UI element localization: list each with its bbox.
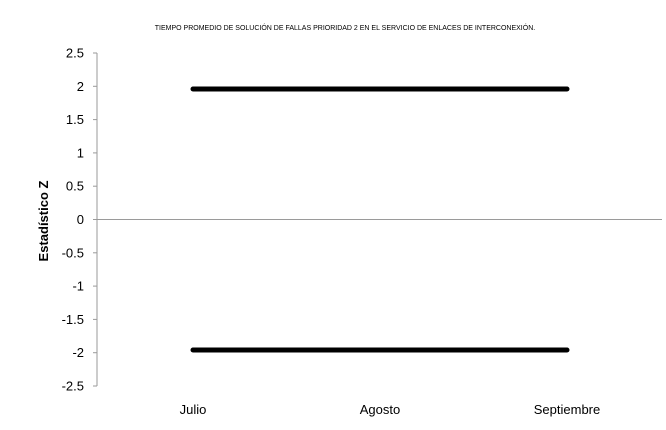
y-tick-label: 1 [77, 145, 84, 160]
y-tick-label: -1 [72, 279, 84, 294]
y-tick-label: 2 [77, 79, 84, 94]
x-tick-label: Julio [180, 402, 207, 417]
y-tick-label: 2.5 [66, 46, 84, 61]
x-axis: Julio Agosto Septiembre [97, 220, 662, 418]
y-tick-label: 1.5 [66, 112, 84, 127]
y-tick-label: -2 [72, 345, 84, 360]
y-axis-label: Estadístico Z [36, 180, 51, 261]
x-tick-label: Agosto [360, 402, 400, 417]
y-tick-label: -0.5 [62, 245, 84, 260]
x-tick-label: Septiembre [534, 402, 600, 417]
y-tick-label: 0.5 [66, 179, 84, 194]
y-tick-label: -1.5 [62, 312, 84, 327]
y-tick-label: -2.5 [62, 379, 84, 394]
y-axis: 2.5 2 1.5 1 0.5 0 -0.5 -1 -1.5 -2 -2.5 [62, 46, 97, 394]
y-tick-label: 0 [77, 212, 84, 227]
chart-title: TIEMPO PROMEDIO DE SOLUCIÓN DE FALLAS PR… [155, 23, 535, 32]
